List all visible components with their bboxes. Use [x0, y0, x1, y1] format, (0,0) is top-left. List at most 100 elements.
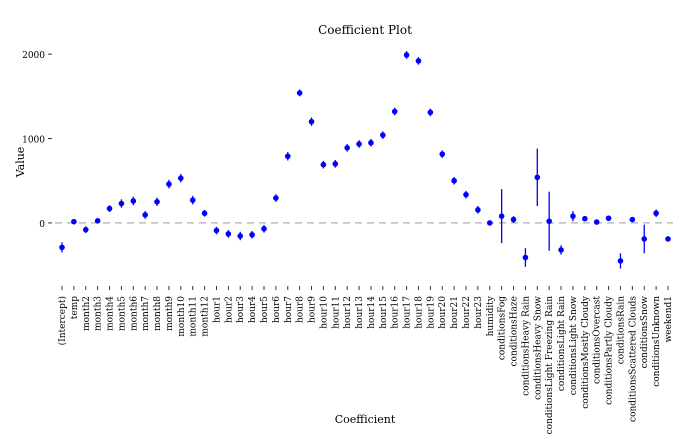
x-tick-label-25: hour13 — [355, 296, 365, 329]
coefficient-point-1 — [71, 218, 77, 225]
coefficient-point-38 — [510, 216, 517, 223]
x-tick-label-28: hour16 — [391, 296, 401, 329]
x-tick-label-30: hour18 — [414, 296, 424, 329]
x-tick-label-10: month10 — [177, 296, 187, 337]
x-tick-label-39: conditionsHeavy Rain — [521, 296, 531, 396]
x-tick-label-18: hour6 — [272, 296, 282, 323]
x-tick-label-22: hour10 — [319, 296, 329, 329]
x-tick-label-17: hour5 — [260, 296, 270, 323]
coefficient-point-43 — [570, 213, 576, 219]
x-tick-label-1: temp — [70, 296, 80, 319]
coefficient-point-19 — [284, 153, 291, 160]
coefficient-point-4 — [106, 205, 113, 212]
x-tick-label-51: weekend1 — [664, 296, 674, 342]
coefficient-point-33 — [451, 177, 457, 184]
coefficient-point-21 — [308, 118, 315, 125]
coefficient-point-20 — [296, 90, 303, 96]
x-tick-label-23: hour11 — [331, 296, 341, 329]
coefficient-point-42 — [558, 247, 564, 253]
x-tick-label-8: month8 — [153, 296, 163, 331]
coefficient-point-22 — [320, 161, 327, 168]
coefficient-point-28 — [391, 108, 398, 115]
coefficient-marks — [59, 51, 671, 269]
coefficient-point-15 — [237, 233, 244, 239]
x-tick-label-35: hour23 — [474, 296, 484, 329]
coefficient-point-8 — [154, 199, 160, 205]
x-tick-label-6: month6 — [129, 296, 139, 331]
x-tick-label-34: hour22 — [462, 296, 472, 329]
x-tick-label-40: conditionsHeavy Snow — [533, 296, 543, 400]
x-tick-label-13: hour1 — [212, 296, 222, 323]
x-tick-label-50: conditionsUnknown — [652, 296, 662, 387]
x-tick-label-38: conditionsHaze — [510, 296, 520, 367]
coefficient-point-36 — [486, 220, 493, 226]
coefficient-point-9 — [166, 181, 172, 187]
coefficient-point-6 — [130, 198, 137, 204]
x-tick-label-33: hour21 — [450, 296, 460, 329]
coefficient-point-17 — [261, 226, 267, 232]
coefficient-point-41 — [546, 218, 552, 225]
chart-title: Coefficient Plot — [318, 23, 412, 37]
coefficient-point-26 — [368, 139, 374, 146]
x-tick-label-31: hour19 — [426, 296, 436, 329]
coefficient-point-11 — [189, 197, 196, 203]
coefficient-point-50 — [653, 210, 659, 217]
coefficient-point-48 — [629, 216, 636, 223]
coefficient-point-47 — [617, 258, 624, 264]
x-axis-label: Coefficient — [335, 413, 396, 426]
coefficient-point-51 — [665, 236, 671, 242]
x-tick-label-7: month7 — [141, 296, 151, 331]
x-tick-label-49: conditionsSnow — [640, 296, 650, 369]
y-tick-label-2: 2000 — [22, 51, 45, 61]
coefficient-point-16 — [249, 231, 255, 238]
x-axis: (Intercept) temp month2 month3 month4 month5 m… — [57, 286, 674, 434]
coefficient-point-18 — [273, 195, 279, 201]
x-tick-label-32: hour20 — [438, 296, 448, 329]
coefficient-point-44 — [582, 215, 588, 222]
x-tick-label-44: conditionsMostly Cloudy — [581, 295, 591, 409]
coefficient-point-13 — [213, 227, 220, 234]
coefficient-point-5 — [118, 200, 125, 207]
coefficient-point-23 — [332, 161, 339, 167]
coefficient-point-0 — [59, 244, 65, 251]
coefficient-point-40 — [534, 174, 541, 181]
coefficient-point-35 — [475, 207, 481, 213]
x-tick-label-5: month5 — [117, 296, 127, 331]
x-tick-label-21: hour9 — [308, 296, 318, 323]
x-tick-label-16: hour4 — [248, 296, 258, 323]
x-tick-label-2: month2 — [82, 296, 92, 331]
x-tick-label-4: month4 — [106, 296, 116, 331]
x-tick-label-0: (Intercept) — [57, 296, 68, 345]
x-tick-label-9: month9 — [165, 296, 175, 331]
coefficient-point-12 — [201, 210, 208, 217]
coefficient-point-46 — [605, 215, 612, 222]
coefficient-point-31 — [427, 109, 434, 116]
x-tick-label-48: conditionsScattered Clouds — [628, 296, 638, 422]
y-tick-label-0: 0 — [39, 220, 45, 230]
coefficient-point-45 — [593, 219, 600, 225]
x-tick-label-37: conditionsFog — [498, 296, 508, 360]
x-tick-label-15: hour3 — [236, 296, 246, 323]
x-tick-label-29: hour17 — [403, 296, 413, 329]
coefficient-point-30 — [415, 58, 422, 64]
y-axis-label: Value — [14, 147, 27, 179]
coefficient-point-7 — [142, 212, 148, 218]
coefficient-point-39 — [522, 254, 529, 261]
coefficient-point-24 — [344, 145, 350, 151]
coefficient-point-49 — [641, 236, 648, 242]
x-tick-label-27: hour15 — [379, 296, 389, 329]
coefficient-point-25 — [356, 141, 362, 147]
x-tick-label-11: month11 — [189, 296, 199, 337]
coefficient-point-10 — [178, 175, 184, 181]
coefficient-point-2 — [82, 226, 89, 233]
x-tick-label-24: hour12 — [343, 296, 353, 329]
x-tick-label-12: month12 — [201, 296, 211, 337]
coefficient-point-32 — [439, 151, 446, 157]
coefficient-point-37 — [498, 213, 505, 219]
x-tick-label-14: hour2 — [224, 296, 234, 323]
x-tick-label-26: hour14 — [367, 296, 377, 329]
x-tick-label-42: conditionsLight Rain — [557, 296, 567, 391]
coefficient-point-3 — [94, 218, 101, 224]
x-tick-label-41: conditionsLight Freezing Rain — [545, 296, 555, 435]
